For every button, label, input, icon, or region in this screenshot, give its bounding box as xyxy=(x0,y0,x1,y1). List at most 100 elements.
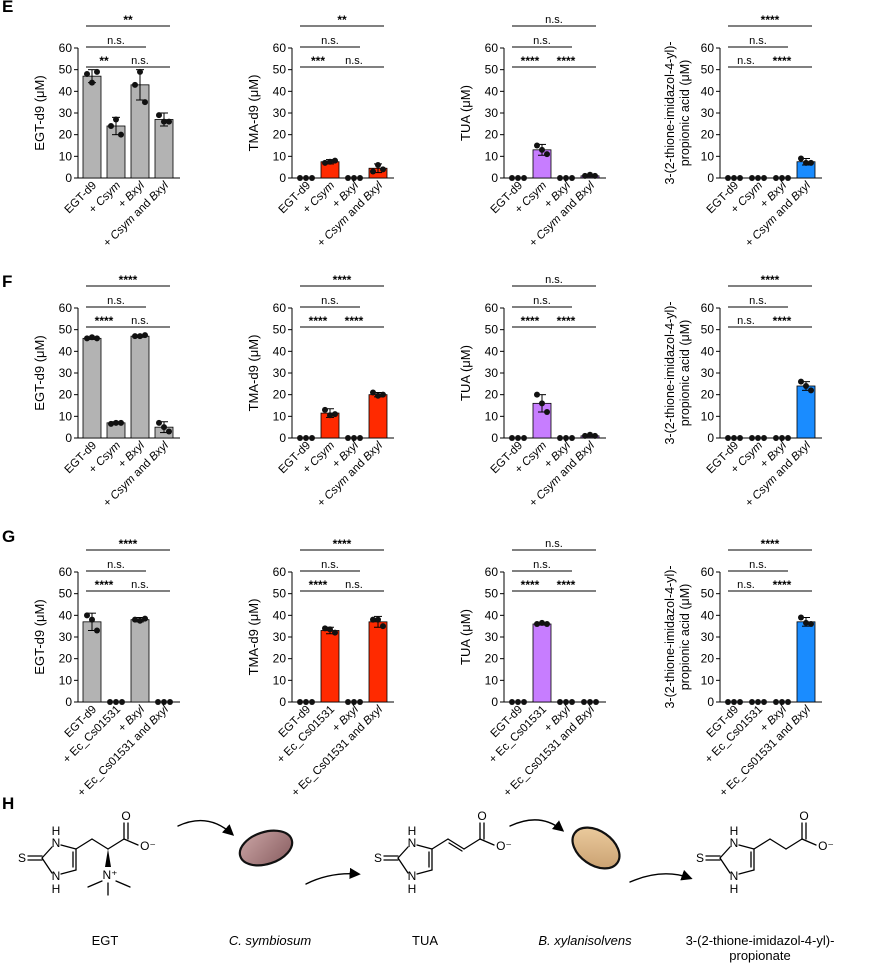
pathway-label-egt: EGT xyxy=(91,933,119,948)
y-tick-label: 60 xyxy=(485,301,499,315)
data-point xyxy=(113,116,119,123)
bar xyxy=(368,621,388,703)
data-point xyxy=(515,435,521,441)
y-tick-label: 0 xyxy=(279,431,286,445)
y-tick-label: 50 xyxy=(485,323,499,337)
data-point xyxy=(297,435,303,441)
y-axis-label: propionic acid (μM) xyxy=(678,320,692,427)
bar xyxy=(82,621,102,703)
data-point xyxy=(761,699,767,705)
data-point xyxy=(773,699,779,705)
data-point xyxy=(380,391,386,398)
y-tick-label: 30 xyxy=(273,630,287,644)
data-point xyxy=(798,378,804,385)
y-tick-label: 30 xyxy=(485,630,499,644)
y-tick-label: 50 xyxy=(273,587,287,601)
y-tick-label: 10 xyxy=(273,149,287,163)
data-point xyxy=(113,419,119,426)
data-point xyxy=(509,699,515,705)
y-tick-label: 50 xyxy=(59,63,73,77)
egt-atom-h: H xyxy=(52,824,61,838)
data-point xyxy=(297,699,303,705)
y-tick-label: 40 xyxy=(701,608,715,622)
bxyl-bacterium-icon xyxy=(571,826,621,870)
propionate-bond xyxy=(738,844,755,850)
data-point xyxy=(142,99,148,106)
chart-g4: 0 10 20 30 40 50 60 3-(2-thione-imidazol-4-yl)-… xyxy=(663,537,822,799)
data-point xyxy=(137,333,143,340)
data-point xyxy=(773,175,779,181)
significance-label: **** xyxy=(345,314,364,328)
data-point xyxy=(322,625,328,632)
egt-bond xyxy=(115,880,131,888)
data-point xyxy=(749,175,755,181)
y-tick-label: 40 xyxy=(701,84,715,98)
significance-label: **** xyxy=(761,13,780,27)
y-tick-label: 40 xyxy=(701,344,715,358)
y-tick-label: 60 xyxy=(701,41,715,55)
data-point xyxy=(357,699,363,705)
data-point xyxy=(725,175,731,181)
data-point xyxy=(142,332,148,339)
data-point xyxy=(345,699,351,705)
tua-atom-s: S xyxy=(374,851,382,865)
bar xyxy=(320,630,340,703)
data-point xyxy=(303,699,309,705)
data-point xyxy=(351,435,357,441)
data-point xyxy=(119,699,125,705)
propionate-bond xyxy=(785,838,803,850)
y-axis-label: TUA (μM) xyxy=(458,345,473,401)
data-point xyxy=(322,406,328,413)
y-tick-label: 60 xyxy=(273,41,287,55)
data-point xyxy=(84,612,90,619)
y-tick-label: 50 xyxy=(59,587,73,601)
data-point xyxy=(94,68,100,75)
data-point xyxy=(332,411,338,418)
y-tick-label: 30 xyxy=(273,106,287,120)
data-point xyxy=(582,172,588,179)
panel-letter-e: E xyxy=(2,0,14,16)
data-point xyxy=(563,175,569,181)
data-point xyxy=(761,435,767,441)
significance-label: n.s. xyxy=(737,315,755,327)
data-point xyxy=(94,627,100,634)
significance-label: *** xyxy=(311,54,325,68)
y-tick-label: 50 xyxy=(485,587,499,601)
significance-label: n.s. xyxy=(533,35,551,47)
egt-atom-n: N xyxy=(52,869,61,883)
tua-bond xyxy=(416,844,433,850)
data-point xyxy=(509,175,515,181)
significance-label: **** xyxy=(333,273,352,287)
data-point xyxy=(592,432,598,439)
y-tick-label: 30 xyxy=(701,630,715,644)
y-tick-label: 0 xyxy=(65,695,72,709)
egt-bond xyxy=(87,880,103,888)
data-point xyxy=(327,158,333,165)
significance-label: n.s. xyxy=(345,579,363,591)
data-point xyxy=(113,699,119,705)
data-point xyxy=(808,621,814,627)
y-tick-label: 10 xyxy=(701,673,715,687)
y-tick-label: 30 xyxy=(59,106,73,120)
data-point xyxy=(166,428,172,435)
data-point xyxy=(563,699,569,705)
y-tick-label: 50 xyxy=(273,63,287,77)
data-point xyxy=(327,626,333,633)
data-point xyxy=(521,699,527,705)
significance-label: ** xyxy=(337,13,347,27)
y-tick-label: 10 xyxy=(701,149,715,163)
significance-label: n.s. xyxy=(545,274,563,286)
propionate-atom-h: H xyxy=(730,882,739,896)
data-point xyxy=(803,383,809,389)
data-point xyxy=(132,333,138,340)
propionate-atom-n: N xyxy=(730,836,739,850)
significance-label: ** xyxy=(99,54,109,68)
data-point xyxy=(725,435,731,441)
y-tick-label: 40 xyxy=(485,84,499,98)
data-point xyxy=(357,435,363,441)
tua-atom-n: N xyxy=(408,869,417,883)
y-axis-label: EGT-d9 (μM) xyxy=(32,75,47,150)
